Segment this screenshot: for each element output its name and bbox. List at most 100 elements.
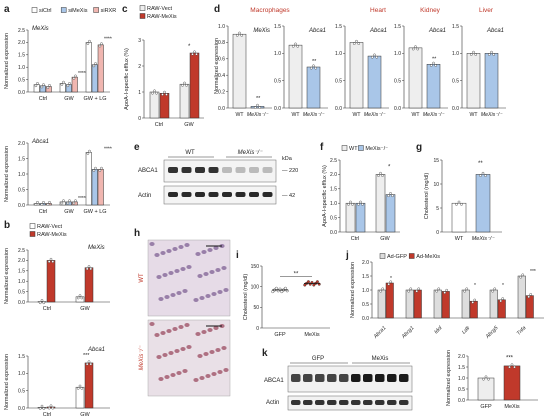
y-axis-label: Normalized expression [4, 248, 10, 304]
data-point [361, 203, 364, 206]
cell [180, 347, 186, 351]
x-tick-label: Ctrl [43, 306, 52, 312]
data-point [193, 50, 196, 54]
data-point [437, 287, 441, 291]
x-tick-label: Abcg1 [400, 325, 415, 340]
blot-band [327, 400, 337, 405]
y-tick-label: 1.0 [458, 376, 465, 382]
bar [489, 289, 498, 319]
legend-swatch [408, 253, 415, 259]
data-point [191, 52, 194, 56]
cell [215, 348, 221, 352]
cell [213, 326, 219, 330]
cell [223, 288, 229, 292]
cell [180, 267, 186, 271]
data-point [85, 362, 89, 366]
data-point [42, 200, 45, 204]
blot-strip [163, 185, 277, 205]
cell [184, 243, 190, 247]
cell [160, 251, 166, 255]
x-tick-label: GW [80, 306, 90, 312]
blot-band [363, 374, 373, 382]
bar [345, 202, 356, 233]
data-point [463, 289, 467, 293]
kda-marker: — 42 [282, 193, 295, 199]
data-point [283, 286, 287, 290]
data-point [409, 287, 413, 291]
legend-swatch [29, 231, 36, 237]
data-point [381, 174, 384, 177]
y-tick-label: 2.0 [18, 40, 25, 46]
data-point [352, 42, 356, 45]
blot-band [363, 400, 373, 405]
data-point [48, 84, 51, 87]
data-point [80, 296, 84, 300]
y-tick-label: 1.0 [18, 371, 25, 377]
bar [179, 83, 190, 119]
data-point [62, 199, 65, 202]
y-tick-label: 0.0 [274, 106, 281, 112]
significance-mark: * [502, 283, 504, 289]
cell [203, 352, 209, 356]
blot-band [195, 192, 205, 197]
data-point [387, 282, 391, 286]
data-point [98, 44, 102, 48]
x-tick-label: MeXis [304, 332, 320, 338]
data-point [314, 66, 318, 70]
y-tick-label: 2.0 [18, 258, 25, 264]
y-tick-label: 2.5 [18, 28, 25, 34]
blot-band [399, 374, 409, 382]
data-point [460, 203, 463, 206]
data-point [417, 287, 421, 291]
x-tick-label: MeXis⁻/⁻ [481, 112, 504, 118]
cell [158, 297, 164, 301]
cell [166, 249, 172, 253]
data-point [481, 171, 485, 175]
data-point [46, 203, 50, 206]
cell [178, 325, 184, 329]
significance-mark: *** [83, 353, 90, 359]
blot-band [351, 374, 361, 382]
blot-column-label: MeXis⁻/⁻ [238, 150, 264, 156]
data-point [74, 199, 77, 202]
y-tick-label: 1.5 [452, 24, 459, 30]
data-point [78, 384, 82, 388]
y-tick-label: 0.0 [18, 203, 25, 209]
y-tick-label: 0 [138, 116, 141, 122]
legend-entry: RAW-Vect [147, 6, 173, 12]
cell [193, 378, 199, 382]
data-point [68, 199, 71, 202]
bar [433, 289, 442, 319]
x-tick-label: Idol [433, 325, 444, 336]
data-point [181, 84, 184, 87]
significance-mark: ** [432, 56, 437, 62]
data-point [487, 53, 491, 56]
y-tick-label: 100 [251, 284, 260, 290]
cell [209, 350, 215, 354]
legend-entry: WT [349, 146, 358, 152]
blot-strip [163, 159, 277, 183]
data-point [62, 80, 65, 84]
data-point [40, 85, 44, 89]
data-point [510, 363, 514, 367]
x-tick-label: WT [455, 236, 464, 242]
data-point [76, 296, 80, 300]
cell [176, 291, 182, 295]
y-tick-label: 1.5 [335, 24, 342, 30]
y-tick-label: 0.5 [18, 289, 25, 295]
blot-band [195, 167, 205, 173]
data-point [474, 53, 478, 56]
data-point [94, 62, 97, 65]
data-point [472, 50, 475, 54]
cell [193, 298, 199, 302]
blot-band [181, 167, 192, 173]
x-tick-label: MeXis⁻/⁻ [472, 236, 496, 242]
cell [156, 275, 162, 279]
y-tick-label: 2.5 [330, 158, 337, 164]
data-point [88, 39, 91, 43]
legend-entry: MeXis⁻/⁻ [365, 146, 388, 152]
legend-entry: siRXR [101, 8, 117, 14]
x-tick-label: WT [352, 112, 361, 118]
bar [469, 300, 478, 319]
bar [288, 44, 303, 109]
